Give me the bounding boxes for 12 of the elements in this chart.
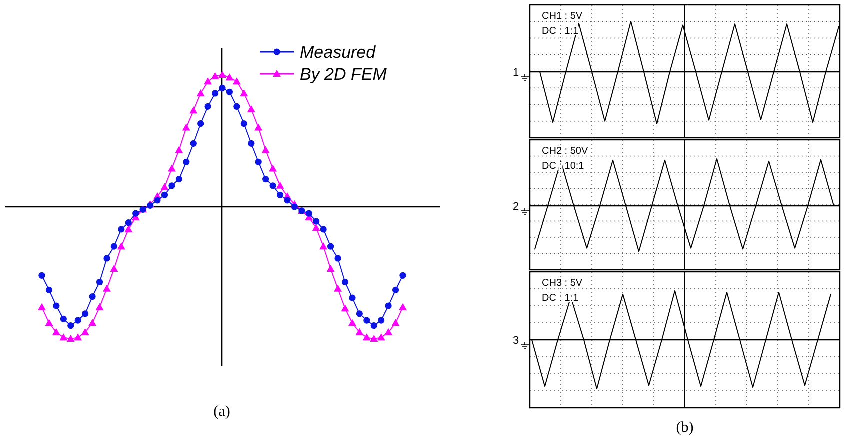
text: CH2 : 50V <box>542 146 588 157</box>
text: CH3 : 5V <box>542 278 583 289</box>
annotation: DC : 10:1 <box>542 161 585 172</box>
annotation: DC : 1:1 <box>542 293 580 304</box>
text: (a) <box>214 404 230 420</box>
y-axis-title: 1 <box>512 67 520 79</box>
legend-label: By 2D FEM <box>300 65 388 84</box>
text: (b) <box>676 420 694 436</box>
y-axis-title: 3 <box>512 335 520 347</box>
annotation: CH1 : 5V <box>542 11 583 22</box>
y-axis-title: 2 <box>512 201 520 213</box>
legend-label: Measured <box>300 43 376 62</box>
